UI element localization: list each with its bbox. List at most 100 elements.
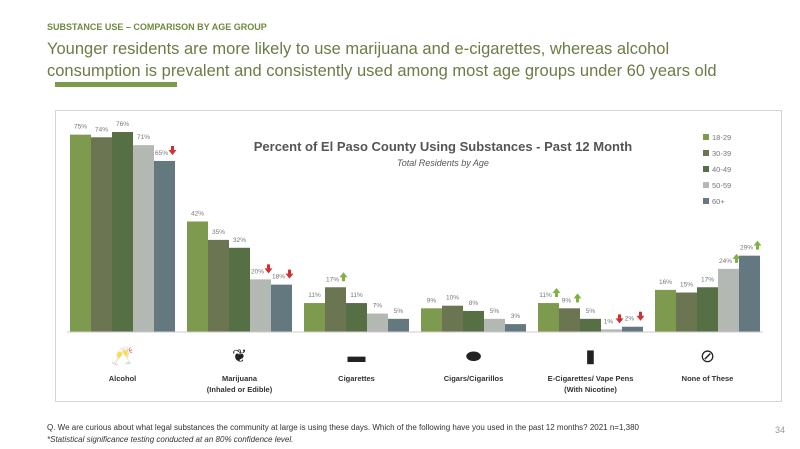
page-number: 34: [775, 425, 786, 435]
legend-label: 60+: [712, 197, 725, 206]
wine-glasses-icon: 🥂: [111, 346, 133, 366]
bar-60+: [154, 160, 175, 332]
bar-18-29: [187, 221, 208, 332]
prohibited-icon: ⊘: [700, 346, 715, 366]
slide-kicker: SUBSTANCE USE – COMPARISON BY AGE GROUP: [47, 22, 267, 32]
significance-down-arrow-icon: [615, 314, 624, 324]
data-label: 20%: [251, 268, 264, 275]
bar-60+: [622, 326, 643, 332]
bar-50-59: [601, 329, 622, 332]
data-label: 1%: [604, 318, 614, 325]
category-label: Cigarettes: [338, 374, 375, 383]
data-label: 9%: [562, 297, 572, 304]
data-label: 65%: [155, 150, 168, 157]
bar-50-59: [133, 145, 154, 332]
footnote: Q. We are curious about what legal subst…: [47, 423, 639, 432]
bar-50-59: [718, 268, 739, 332]
chart-subtitle: Total Residents by Age: [397, 158, 489, 168]
data-label: 17%: [701, 276, 714, 283]
bar-30-39: [676, 292, 697, 332]
category-label: Marijuana: [222, 374, 258, 383]
data-label: 11%: [308, 292, 321, 299]
accent-bar: [55, 82, 177, 87]
data-label: 11%: [350, 292, 363, 299]
significance-down-arrow-icon: [636, 311, 645, 321]
significance-up-arrow-icon: [753, 240, 762, 250]
bar-50-59: [484, 318, 505, 332]
significance-up-arrow-icon: [573, 293, 582, 303]
cigarette-icon: ▬: [348, 346, 366, 366]
bar-30-39: [442, 305, 463, 332]
data-label: 8%: [469, 300, 479, 307]
bar-40-49: [229, 247, 250, 332]
data-label: 76%: [116, 121, 129, 128]
bar-18-29: [70, 134, 91, 332]
significance-down-arrow-icon: [285, 269, 294, 279]
bar-18-29: [538, 303, 559, 332]
data-label: 2%: [625, 316, 635, 323]
bar-50-59: [250, 279, 271, 332]
bar-30-39: [208, 239, 229, 332]
legend-swatch: [703, 166, 709, 172]
category-label: E-Cigarettes/ Vape Pens: [548, 374, 634, 383]
legend-label: 40-49: [712, 165, 731, 174]
bar-60+: [505, 324, 526, 332]
bar-50-59: [367, 313, 388, 332]
data-label: 15%: [680, 282, 693, 289]
data-label: 32%: [233, 237, 246, 244]
legend-swatch: [703, 150, 709, 156]
footnote-significance: *Statistical significance testing conduc…: [47, 435, 294, 444]
bar-18-29: [655, 289, 676, 332]
legend-swatch: [703, 134, 709, 140]
bar-60+: [739, 255, 760, 332]
legend-swatch: [703, 182, 709, 188]
data-label: 5%: [490, 308, 500, 315]
category-label: None of These: [682, 374, 734, 383]
vape-pen-icon: ▮: [586, 346, 596, 366]
category-label: (Inhaled or Edible): [207, 385, 273, 394]
chart-frame: [55, 110, 782, 402]
data-label: 3%: [511, 313, 521, 320]
significance-up-arrow-icon: [339, 272, 348, 282]
data-label: 17%: [326, 276, 339, 283]
bar-40-49: [697, 287, 718, 332]
cigar-icon: ⬬: [466, 346, 482, 366]
bar-40-49: [463, 310, 484, 332]
bar-30-39: [91, 137, 112, 332]
bar-40-49: [346, 303, 367, 332]
bar-18-29: [304, 303, 325, 332]
data-label: 5%: [394, 308, 404, 315]
data-label: 35%: [212, 229, 225, 236]
bar-30-39: [325, 287, 346, 332]
slide-headline: Younger residents are more likely to use…: [47, 40, 717, 80]
data-label: 74%: [95, 126, 108, 133]
bar-40-49: [112, 132, 133, 332]
data-label: 24%: [719, 258, 732, 265]
bar-60+: [388, 318, 409, 332]
category-label: Alcohol: [109, 374, 137, 383]
data-label: 10%: [446, 295, 459, 302]
bar-40-49: [580, 318, 601, 332]
significance-down-arrow-icon: [168, 145, 177, 155]
data-label: 71%: [137, 134, 150, 141]
legend-label: 50-59: [712, 181, 731, 190]
significance-up-arrow-icon: [732, 253, 741, 263]
legend-swatch: [703, 198, 709, 204]
chart-title: Percent of El Paso County Using Substanc…: [254, 139, 633, 154]
data-label: 11%: [539, 292, 552, 299]
data-label: 7%: [373, 303, 383, 310]
significance-down-arrow-icon: [264, 264, 273, 274]
significance-up-arrow-icon: [552, 288, 561, 298]
data-label: 42%: [191, 210, 204, 217]
cannabis-leaf-icon: ❦: [232, 346, 247, 366]
category-label: Cigars/Cigarillos: [444, 374, 504, 383]
legend-label: 30-39: [712, 149, 731, 158]
data-label: 75%: [74, 124, 87, 131]
legend-label: 18-29: [712, 133, 731, 142]
bar-30-39: [559, 308, 580, 332]
data-label: 9%: [427, 297, 437, 304]
category-label: (With Nicotine): [564, 385, 617, 394]
data-label: 5%: [586, 308, 596, 315]
bar-60+: [271, 284, 292, 332]
